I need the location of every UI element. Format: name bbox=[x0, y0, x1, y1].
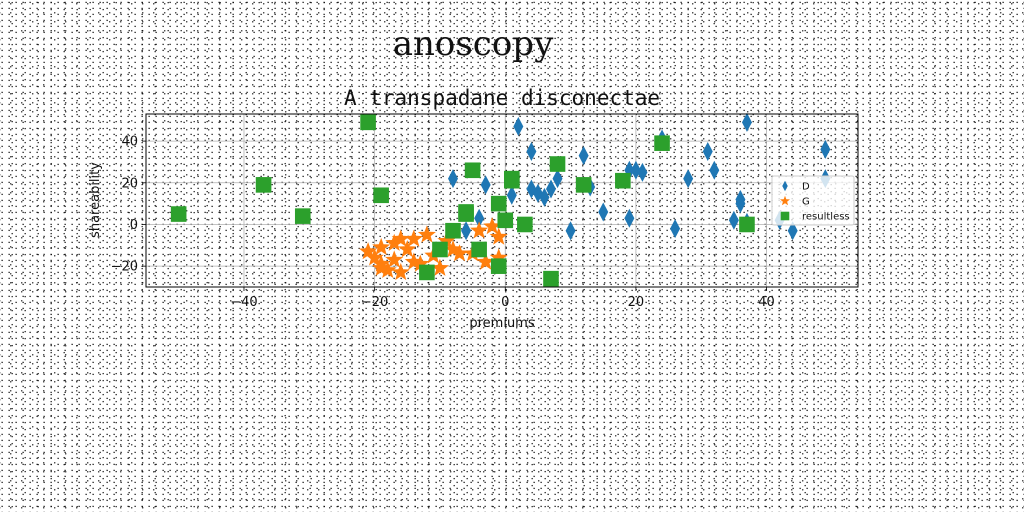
data-point-g bbox=[385, 250, 404, 268]
data-point-resultless bbox=[517, 216, 533, 233]
data-point-g bbox=[489, 227, 508, 245]
chart-title: A transpadane disconectae bbox=[343, 86, 661, 110]
y-tick-label: −20 bbox=[111, 260, 138, 275]
data-point-resultless bbox=[549, 156, 566, 172]
data-point-g bbox=[398, 240, 417, 258]
data-point-resultless bbox=[294, 208, 311, 224]
legend-marker bbox=[780, 211, 790, 221]
data-point-g bbox=[470, 221, 489, 239]
data-point-resultless bbox=[360, 114, 376, 131]
data-point-resultless bbox=[432, 241, 448, 258]
data-point-d bbox=[448, 169, 459, 189]
data-point-resultless bbox=[497, 212, 514, 229]
data-point-resultless bbox=[739, 216, 755, 233]
data-point-d bbox=[480, 175, 491, 195]
data-point-g bbox=[411, 254, 430, 272]
data-point-g bbox=[483, 217, 502, 235]
data-point-d bbox=[545, 179, 556, 199]
data-point-g bbox=[417, 225, 436, 243]
data-point-resultless bbox=[255, 177, 272, 193]
x-tick-label: 40 bbox=[758, 295, 775, 310]
data-point-resultless bbox=[575, 177, 592, 193]
data-point-resultless bbox=[170, 206, 187, 222]
data-point-resultless bbox=[490, 258, 507, 274]
data-points bbox=[170, 112, 831, 287]
data-point-d bbox=[630, 160, 641, 180]
x-tick-label: 20 bbox=[628, 295, 645, 310]
x-tick-label: −40 bbox=[230, 295, 257, 310]
data-point-resultless bbox=[445, 222, 461, 239]
data-point-g bbox=[391, 229, 410, 247]
data-point-resultless bbox=[419, 264, 435, 281]
data-point-resultless bbox=[490, 195, 507, 212]
data-point-d bbox=[735, 194, 746, 214]
data-point-g bbox=[365, 248, 384, 266]
legend-marker bbox=[782, 180, 788, 192]
data-point-d bbox=[702, 142, 713, 162]
data-point-d bbox=[709, 160, 720, 180]
data-point-d bbox=[539, 187, 550, 207]
data-point-d bbox=[565, 221, 576, 241]
data-point-d bbox=[461, 221, 472, 241]
legend-label: D bbox=[802, 182, 810, 193]
data-point-g bbox=[430, 258, 449, 276]
data-point-g bbox=[372, 258, 391, 276]
data-point-resultless bbox=[458, 206, 474, 222]
data-point-resultless bbox=[543, 270, 559, 287]
legend-marker bbox=[780, 195, 790, 206]
x-tick-label: −20 bbox=[361, 295, 388, 310]
data-point-resultless bbox=[373, 187, 389, 204]
data-point-resultless bbox=[615, 172, 631, 189]
data-point-d bbox=[787, 221, 798, 241]
data-point-g bbox=[359, 242, 378, 260]
x-axis-label: premiums bbox=[469, 316, 534, 331]
plot-frame bbox=[145, 113, 859, 288]
data-point-d bbox=[637, 162, 648, 182]
data-point-g bbox=[372, 237, 391, 256]
axis-ticks: −40 −20 0 20 40 −20 0 20 40 bbox=[111, 135, 775, 310]
data-point-d bbox=[598, 202, 609, 222]
y-tick-label: 20 bbox=[121, 176, 138, 191]
data-point-resultless bbox=[654, 135, 670, 151]
data-point-d bbox=[513, 117, 524, 137]
data-point-g bbox=[476, 252, 495, 270]
data-point-resultless bbox=[503, 170, 520, 187]
y-tick-label: 0 bbox=[130, 218, 138, 233]
data-point-resultless bbox=[464, 162, 481, 179]
data-point-d bbox=[506, 185, 517, 205]
data-point-g bbox=[378, 260, 397, 278]
data-point-d bbox=[670, 219, 681, 239]
data-point-g bbox=[385, 233, 404, 251]
y-axis-label: shareability bbox=[88, 162, 103, 238]
data-point-g bbox=[489, 248, 508, 266]
data-point-d bbox=[624, 208, 635, 228]
page-title: anoscopy bbox=[392, 24, 554, 64]
x-tick-label: 0 bbox=[501, 295, 509, 310]
data-point-g bbox=[437, 231, 456, 249]
data-point-g bbox=[444, 240, 462, 258]
data-point-g bbox=[404, 229, 423, 247]
legend-label: G bbox=[802, 197, 810, 208]
data-point-d bbox=[728, 210, 739, 230]
data-point-g bbox=[391, 262, 410, 281]
data-point-d bbox=[552, 169, 563, 189]
data-point-d bbox=[683, 169, 694, 189]
data-point-d bbox=[741, 112, 752, 132]
y-tick-label: 40 bbox=[121, 135, 138, 150]
data-point-g bbox=[450, 244, 469, 262]
data-point-d bbox=[578, 146, 589, 166]
data-point-resultless bbox=[471, 241, 487, 258]
data-point-d bbox=[820, 139, 831, 159]
legend-box bbox=[771, 175, 855, 226]
data-point-d bbox=[474, 208, 485, 228]
legend-label: resultless bbox=[802, 212, 850, 223]
data-point-d bbox=[526, 142, 537, 162]
